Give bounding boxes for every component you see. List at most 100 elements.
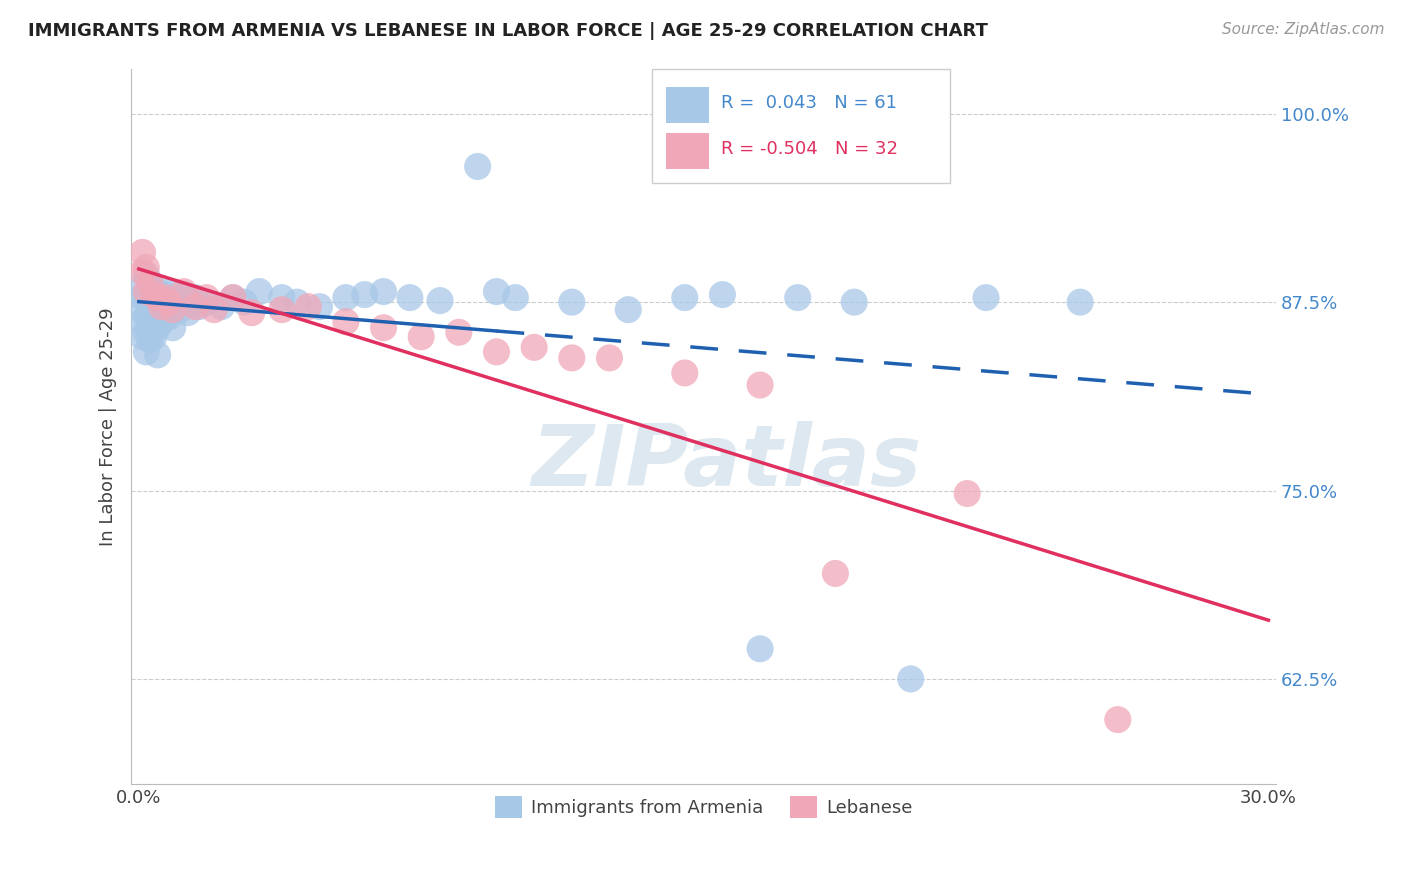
Point [146,348,169,362]
Point [146,291,169,305]
Point [202,302,225,317]
Point [131,265,153,279]
Point [561,295,583,310]
Point [153,287,176,301]
Point [139,276,162,290]
Point [523,340,546,354]
Bar [666,133,710,169]
Point [146,285,169,299]
Point [429,293,451,308]
Point [142,330,165,344]
Point [222,291,245,305]
Point [135,326,157,340]
Point [131,245,153,260]
Point [188,300,211,314]
Point [169,302,191,317]
Point [135,260,157,275]
Point [142,310,165,325]
Point [900,672,922,686]
Point [135,310,157,325]
Point [844,295,866,310]
Bar [666,87,710,123]
Point [673,291,696,305]
Point [373,285,395,299]
Text: R = -0.504   N = 32: R = -0.504 N = 32 [721,140,898,158]
Point [297,300,319,314]
Point [177,306,200,320]
Point [150,315,173,329]
Point [162,295,184,310]
Point [399,291,422,305]
Point [270,302,292,317]
Point [1107,713,1129,727]
Text: Source: ZipAtlas.com: Source: ZipAtlas.com [1222,22,1385,37]
Point [786,291,808,305]
Point [142,291,165,305]
Point [150,291,173,305]
Point [139,333,162,347]
Point [157,295,180,310]
Point [135,268,157,282]
Point [240,306,263,320]
Point [173,287,195,301]
Y-axis label: In Labor Force | Age 25-29: In Labor Force | Age 25-29 [100,307,117,546]
Point [146,320,169,334]
Point [485,344,508,359]
Point [153,310,176,325]
Point [142,287,165,301]
Point [1069,295,1091,310]
Point [211,300,233,314]
Point [353,287,375,301]
Point [131,302,153,317]
Point [184,291,207,305]
Point [146,302,169,317]
Point [598,351,620,365]
Point [505,291,527,305]
Point [711,287,734,301]
Point [162,320,184,334]
Point [335,315,357,329]
Point [617,302,640,317]
Point [335,291,357,305]
Point [195,295,218,310]
Point [195,291,218,305]
Point [956,486,979,500]
Point [131,315,153,329]
Point [233,295,256,310]
Point [162,302,184,317]
Point [485,285,508,299]
Text: ZIPatlas: ZIPatlas [531,421,921,504]
Point [150,300,173,314]
Point [157,285,180,299]
Point [247,285,270,299]
Point [131,280,153,294]
Point [139,295,162,310]
Point [308,300,330,314]
Point [467,160,489,174]
Point [157,310,180,325]
Point [447,326,470,340]
Point [139,315,162,329]
Point [749,641,772,656]
Point [411,330,433,344]
Point [184,300,207,314]
Point [270,291,292,305]
Point [135,285,157,299]
Point [135,291,157,305]
Point [673,366,696,380]
Point [749,378,772,392]
Legend: Immigrants from Armenia, Lebanese: Immigrants from Armenia, Lebanese [488,789,920,825]
Point [824,566,846,581]
Point [373,320,395,334]
Text: IMMIGRANTS FROM ARMENIA VS LEBANESE IN LABOR FORCE | AGE 25-29 CORRELATION CHART: IMMIGRANTS FROM ARMENIA VS LEBANESE IN L… [28,22,988,40]
Point [131,330,153,344]
Point [165,291,187,305]
Point [139,276,162,290]
Point [173,285,195,299]
Point [135,344,157,359]
Point [131,291,153,305]
Point [153,291,176,305]
Point [285,295,308,310]
Point [561,351,583,365]
FancyBboxPatch shape [652,69,949,183]
